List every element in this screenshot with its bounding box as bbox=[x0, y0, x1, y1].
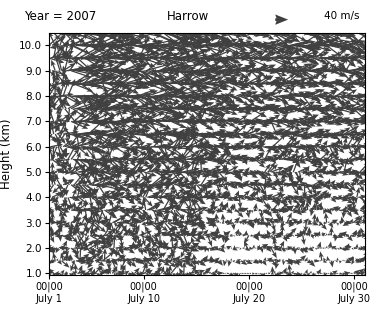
Text: Harrow: Harrow bbox=[167, 10, 209, 23]
Y-axis label: Height (km): Height (km) bbox=[0, 118, 14, 189]
Text: Year = 2007: Year = 2007 bbox=[24, 10, 96, 23]
Text: 40 m/s: 40 m/s bbox=[324, 11, 359, 22]
